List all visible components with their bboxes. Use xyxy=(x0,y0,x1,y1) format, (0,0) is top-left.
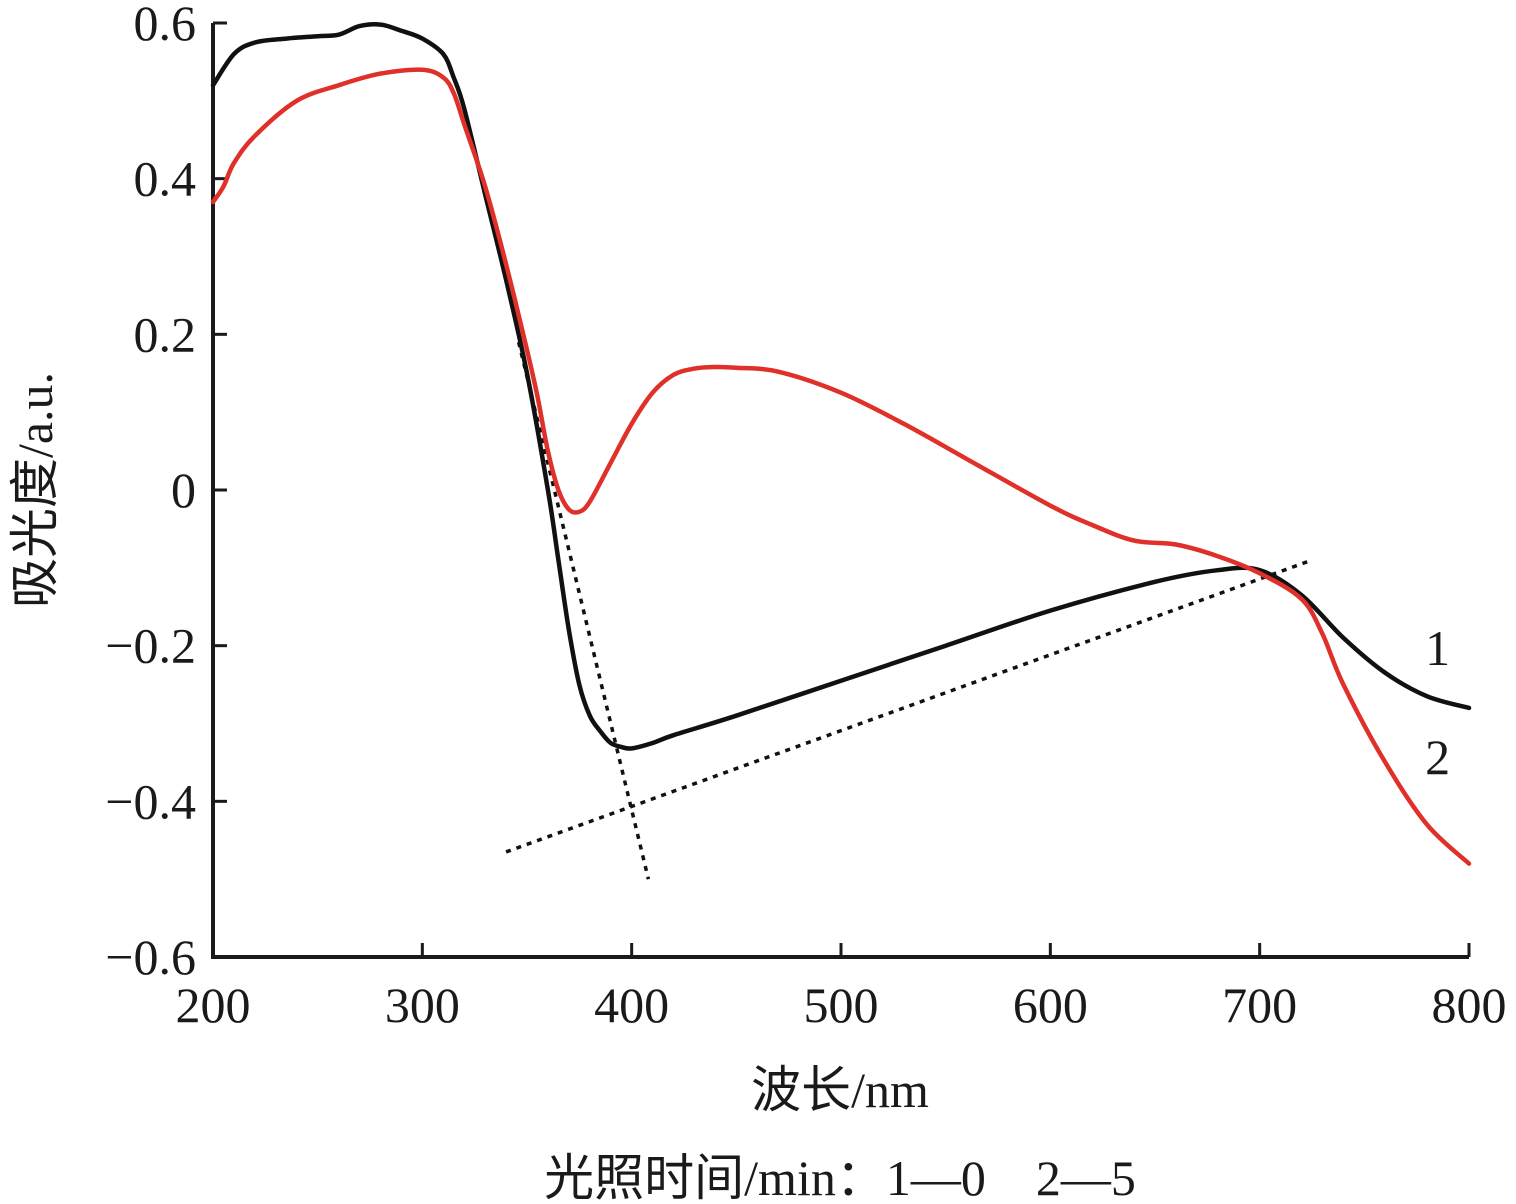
y-tick-label: −0.4 xyxy=(105,773,196,829)
y-tick-label: 0.6 xyxy=(134,0,197,51)
plot-area: 200 300 400 500 600 700 800 0.6 0.4 0.2 0 −0.2 −0.4… xyxy=(105,0,1506,1033)
x-ticks: 200 300 400 500 600 700 800 xyxy=(176,943,1507,1033)
y-tick-label: 0 xyxy=(171,462,196,518)
series-labels: 12 xyxy=(1425,620,1450,785)
series-label-2: 2 xyxy=(1425,729,1450,785)
x-tick-label: 800 xyxy=(1432,977,1507,1033)
chart-caption: 光照时间/min：1—0 2—5 xyxy=(544,1150,1136,1204)
series-line-1 xyxy=(210,22,1472,751)
reference-line xyxy=(516,341,651,880)
series-label-1: 1 xyxy=(1425,620,1450,676)
x-tick-label: 600 xyxy=(1013,977,1088,1033)
x-tick-label: 700 xyxy=(1222,977,1297,1033)
axis-frame xyxy=(211,23,1469,959)
y-axis-title: 吸光度/a.u. xyxy=(7,372,63,608)
y-tick-label: 0.4 xyxy=(134,151,197,207)
y-tick-label: 0.2 xyxy=(134,306,197,362)
series-lines xyxy=(210,22,1472,866)
x-tick-label: 500 xyxy=(804,977,879,1033)
x-tick-label: 300 xyxy=(385,977,460,1033)
reference-line xyxy=(505,558,1313,854)
series-line-2 xyxy=(210,67,1472,866)
x-tick-label: 200 xyxy=(176,977,251,1033)
y-tick-label: −0.6 xyxy=(105,929,196,985)
y-tick-label: −0.2 xyxy=(105,618,196,674)
reference-lines xyxy=(505,341,1313,880)
x-axis-title: 波长/nm xyxy=(751,1062,929,1118)
y-ticks: 0.6 0.4 0.2 0 −0.2 −0.4 −0.6 xyxy=(105,0,227,985)
x-tick-label: 400 xyxy=(594,977,669,1033)
